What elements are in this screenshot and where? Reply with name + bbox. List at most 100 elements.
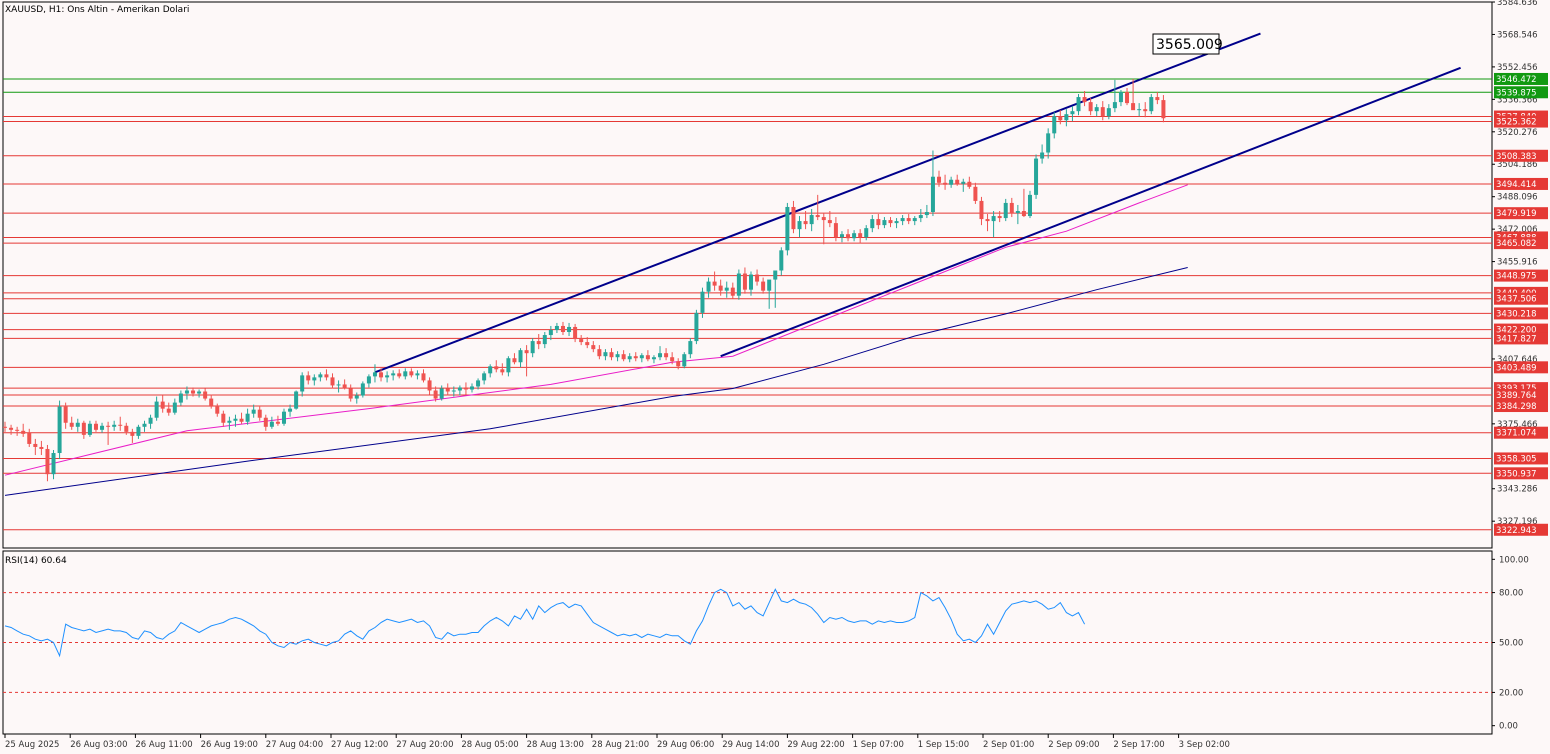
candle-body xyxy=(1064,114,1069,121)
candle xyxy=(9,424,14,435)
candle-body xyxy=(900,218,905,222)
candle xyxy=(797,216,802,238)
candle xyxy=(324,369,329,381)
rsi-tick-label: 100.00 xyxy=(1499,555,1529,565)
level-badge-label: 3358.305 xyxy=(1496,454,1537,464)
candle-body xyxy=(639,355,644,359)
candle xyxy=(560,321,565,336)
time-tick-label: 28 Aug 13:00 xyxy=(527,740,584,750)
candle-body xyxy=(336,384,341,386)
candle xyxy=(172,398,177,415)
rsi-tick-label: 50.00 xyxy=(1499,639,1523,649)
candle xyxy=(1143,102,1148,118)
candle xyxy=(372,364,377,383)
level-badge: 3322.943 xyxy=(1494,523,1548,536)
candle xyxy=(476,378,481,390)
candle xyxy=(397,369,402,379)
candle xyxy=(500,363,505,376)
time-tick-label: 1 Sep 07:00 xyxy=(853,740,904,750)
price-callout[interactable]: 3565.009 xyxy=(1152,33,1223,55)
candle-body xyxy=(676,361,681,367)
candle xyxy=(1027,190,1032,219)
candle-body xyxy=(354,395,359,399)
candle xyxy=(379,368,384,382)
candle-body xyxy=(852,233,857,239)
candle xyxy=(985,214,990,232)
candle xyxy=(57,400,62,460)
candle-body xyxy=(870,219,875,229)
level-badge-label: 3494.414 xyxy=(1496,180,1537,190)
candle-body xyxy=(688,341,693,355)
candle xyxy=(391,370,396,381)
candle-body xyxy=(372,372,377,377)
candle-body xyxy=(21,430,26,434)
candle xyxy=(761,277,766,294)
level-badge-box xyxy=(1494,292,1548,305)
candle xyxy=(1009,197,1014,218)
candle-body xyxy=(579,339,584,343)
candle-body xyxy=(403,371,408,377)
candle xyxy=(645,350,650,362)
candle-body xyxy=(75,422,80,427)
level-badge-box xyxy=(1494,467,1548,480)
candle xyxy=(609,348,614,361)
candle xyxy=(706,277,711,298)
candle xyxy=(991,211,996,238)
candle xyxy=(1046,128,1051,159)
candle-body xyxy=(979,200,984,220)
time-tick-label: 2 Sep 09:00 xyxy=(1048,740,1099,750)
candle-body xyxy=(791,206,796,230)
candle-body xyxy=(658,353,663,358)
candle xyxy=(160,395,165,413)
candle xyxy=(676,358,681,370)
candle xyxy=(827,211,832,228)
candle xyxy=(1118,90,1123,107)
main-chart-title: XAUUSD, H1: Ons Altin - Amerikan Dolari xyxy=(5,5,189,15)
candle-body xyxy=(118,424,123,426)
level-lines xyxy=(3,78,1492,531)
candle-body xyxy=(1118,92,1123,103)
candle xyxy=(360,381,365,398)
candle xyxy=(682,352,687,369)
candle xyxy=(846,229,851,242)
candle-body xyxy=(991,216,996,222)
candle-body xyxy=(3,426,7,428)
candle-body xyxy=(609,352,614,358)
candle xyxy=(63,402,68,429)
candle-body xyxy=(1003,202,1008,219)
level-badge-label: 3448.975 xyxy=(1496,272,1537,282)
candle xyxy=(918,208,923,223)
candle xyxy=(421,369,426,383)
candle xyxy=(354,392,359,404)
candle xyxy=(554,322,559,334)
candle xyxy=(203,388,208,401)
candle-body xyxy=(1015,211,1020,214)
price-tick-label: 3504.186 xyxy=(1497,160,1538,170)
candle-body xyxy=(1143,109,1148,112)
candle xyxy=(221,410,226,427)
level-badge-box xyxy=(1494,523,1548,536)
candle-body xyxy=(1094,107,1099,112)
time-tick-label: 27 Aug 20:00 xyxy=(396,740,453,750)
candle xyxy=(785,202,790,256)
candle-body xyxy=(809,215,814,225)
level-badge-box xyxy=(1494,86,1548,99)
candle-body xyxy=(130,431,135,436)
candle xyxy=(348,384,353,402)
candle-body xyxy=(615,354,620,358)
candle-body xyxy=(263,417,268,427)
price-tick-label: 3520.276 xyxy=(1497,128,1538,138)
level-badge-box xyxy=(1494,207,1548,220)
level-badge-label: 3508.383 xyxy=(1496,152,1537,162)
candle xyxy=(136,424,141,439)
candle xyxy=(530,338,535,358)
level-badge: 3494.414 xyxy=(1494,177,1548,190)
candle-body xyxy=(518,350,523,363)
candle-body xyxy=(227,420,232,423)
candle xyxy=(1161,95,1166,123)
rsi-panel: 100.00 80.00 50.00 20.00 0.00 xyxy=(3,555,1529,732)
candle xyxy=(439,385,444,401)
candle-body xyxy=(69,422,74,427)
candle-body xyxy=(585,342,590,346)
candle-body xyxy=(221,413,226,423)
